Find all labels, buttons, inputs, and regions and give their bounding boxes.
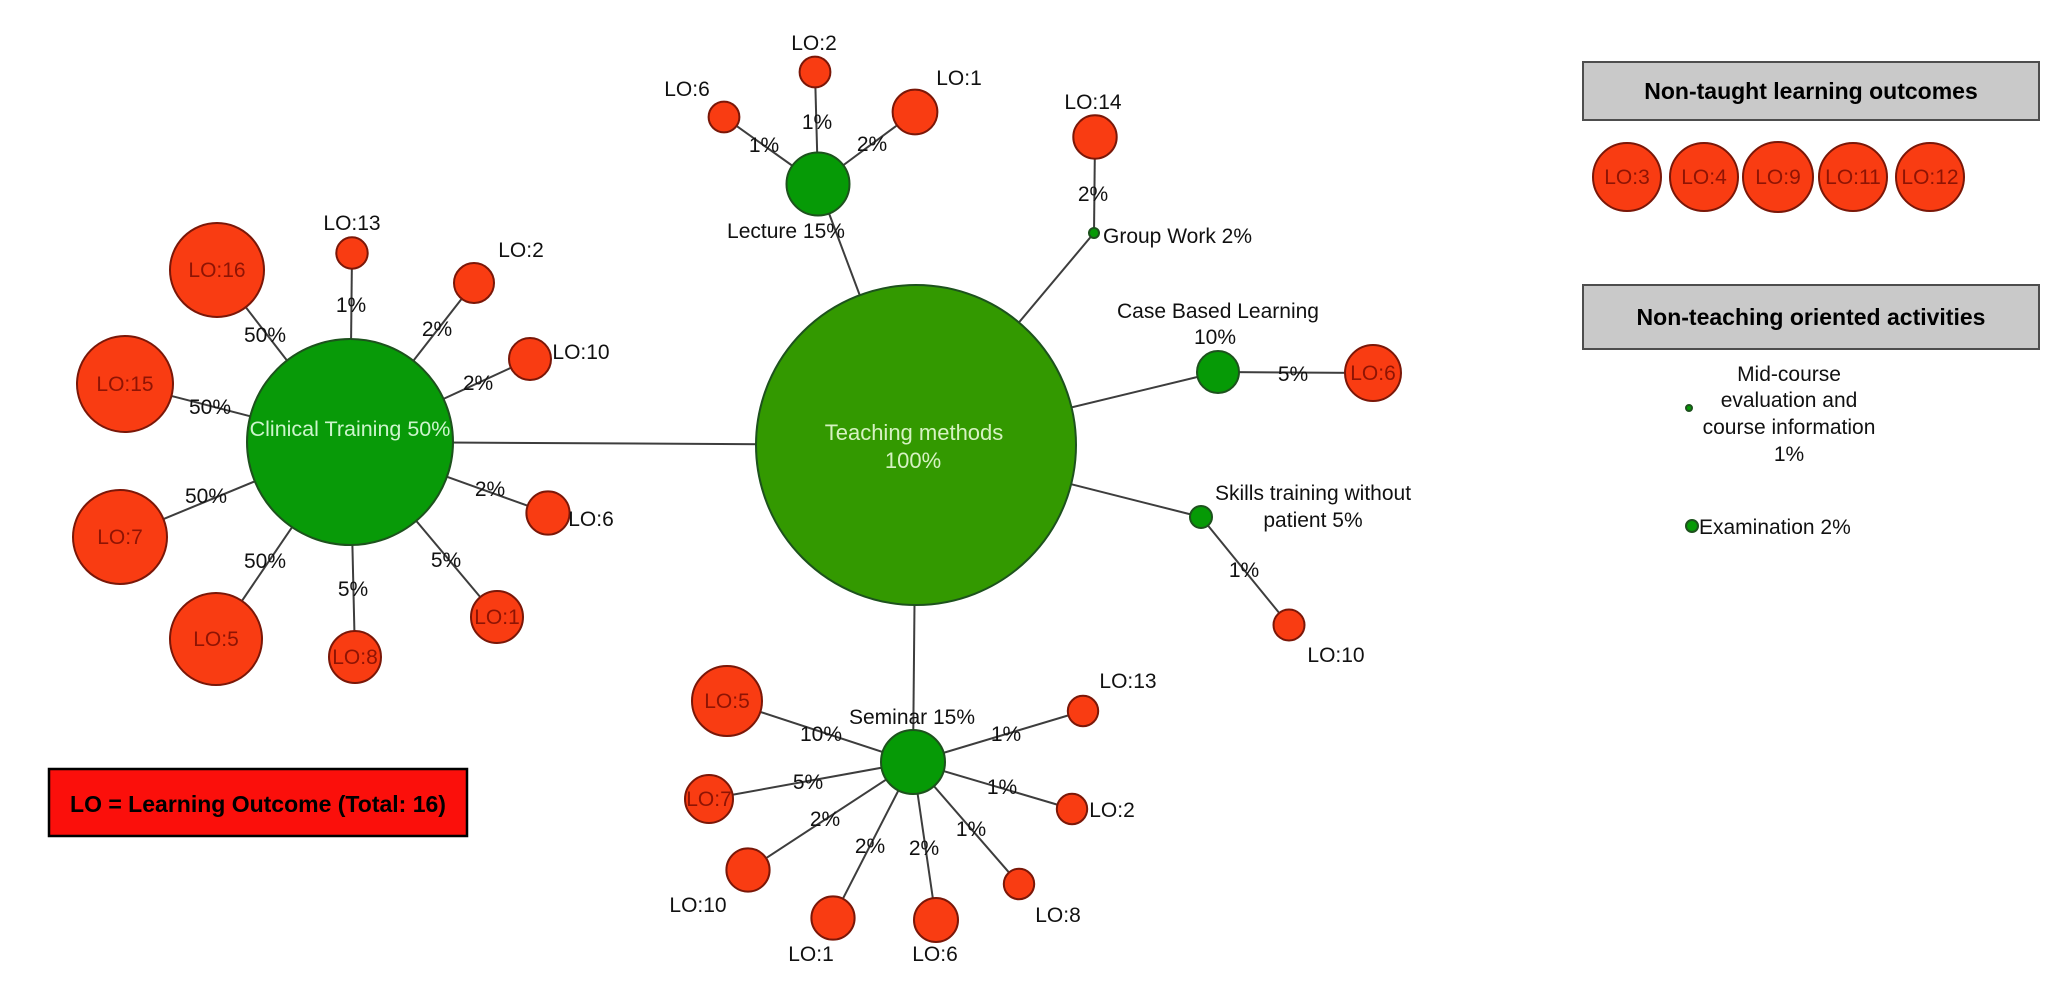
- svg-text:Seminar 15%: Seminar 15%: [849, 706, 975, 729]
- svg-text:10%: 10%: [1194, 326, 1236, 349]
- svg-text:LO:12: LO:12: [1901, 166, 1958, 189]
- svg-text:5%: 5%: [431, 549, 461, 572]
- svg-text:1%: 1%: [336, 294, 366, 317]
- svg-text:LO:5: LO:5: [704, 690, 750, 713]
- svg-text:Skills training without: Skills training without: [1215, 482, 1411, 505]
- svg-text:2%: 2%: [1078, 183, 1108, 206]
- svg-text:LO:16: LO:16: [188, 259, 245, 282]
- svg-text:LO:2: LO:2: [498, 239, 544, 262]
- svg-text:course information: course information: [1703, 416, 1876, 439]
- svg-text:Mid-course: Mid-course: [1737, 363, 1841, 386]
- svg-text:2%: 2%: [810, 808, 840, 831]
- svg-text:1%: 1%: [987, 776, 1017, 799]
- svg-text:LO:2: LO:2: [791, 32, 837, 55]
- svg-text:LO:1: LO:1: [474, 606, 520, 629]
- svg-text:LO:8: LO:8: [1035, 904, 1081, 927]
- svg-text:2%: 2%: [855, 835, 885, 858]
- svg-text:LO:9: LO:9: [1755, 166, 1801, 189]
- svg-text:LO:15: LO:15: [96, 373, 153, 396]
- svg-text:5%: 5%: [338, 578, 368, 601]
- svg-text:Lecture 15%: Lecture 15%: [727, 220, 845, 243]
- svg-text:50%: 50%: [185, 485, 227, 508]
- svg-text:Group Work 2%: Group Work 2%: [1103, 225, 1252, 248]
- svg-text:1%: 1%: [802, 111, 832, 134]
- svg-text:LO = Learning Outcome (Total:: LO = Learning Outcome (Total: 16): [70, 791, 446, 817]
- svg-text:Examination 2%: Examination 2%: [1699, 516, 1851, 539]
- svg-text:LO:8: LO:8: [332, 646, 378, 669]
- svg-text:100%: 100%: [885, 448, 941, 473]
- svg-text:50%: 50%: [244, 550, 286, 573]
- svg-text:2%: 2%: [422, 318, 452, 341]
- svg-text:Non-taught learning outcomes: Non-taught learning outcomes: [1644, 78, 1978, 104]
- svg-text:1%: 1%: [1229, 559, 1259, 582]
- svg-text:Clinical Training 50%: Clinical Training 50%: [250, 417, 451, 441]
- svg-text:LO:1: LO:1: [936, 67, 982, 90]
- svg-text:1%: 1%: [956, 818, 986, 841]
- svg-text:patient 5%: patient 5%: [1263, 509, 1362, 532]
- svg-text:2%: 2%: [463, 372, 493, 395]
- svg-text:1%: 1%: [749, 134, 779, 157]
- svg-text:2%: 2%: [857, 133, 887, 156]
- svg-text:LO:10: LO:10: [1307, 644, 1364, 667]
- svg-text:LO:6: LO:6: [1350, 362, 1396, 385]
- svg-text:LO:5: LO:5: [193, 628, 239, 651]
- svg-text:Non-teaching oriented activiti: Non-teaching oriented activities: [1637, 304, 1986, 330]
- svg-text:5%: 5%: [1278, 363, 1308, 386]
- svg-text:LO:11: LO:11: [1825, 166, 1881, 189]
- svg-text:LO:7: LO:7: [686, 788, 732, 811]
- svg-text:LO:4: LO:4: [1681, 166, 1727, 189]
- svg-text:evaluation and: evaluation and: [1721, 389, 1858, 412]
- svg-text:LO:6: LO:6: [912, 943, 958, 966]
- svg-text:1%: 1%: [991, 723, 1021, 746]
- svg-text:LO:14: LO:14: [1064, 91, 1122, 114]
- svg-text:50%: 50%: [189, 396, 231, 419]
- svg-text:50%: 50%: [244, 324, 286, 347]
- svg-text:LO:10: LO:10: [669, 894, 726, 917]
- svg-text:LO:13: LO:13: [323, 212, 380, 235]
- svg-text:5%: 5%: [793, 771, 823, 794]
- svg-text:2%: 2%: [475, 478, 505, 501]
- svg-text:Case Based Learning: Case Based Learning: [1117, 300, 1319, 323]
- svg-text:LO:6: LO:6: [664, 78, 710, 101]
- svg-text:2%: 2%: [909, 837, 939, 860]
- svg-text:1%: 1%: [1774, 443, 1804, 466]
- svg-text:LO:13: LO:13: [1099, 670, 1156, 693]
- svg-text:Teaching methods: Teaching methods: [825, 420, 1004, 445]
- svg-text:LO:10: LO:10: [552, 341, 609, 364]
- svg-text:LO:6: LO:6: [568, 508, 614, 531]
- svg-text:LO:7: LO:7: [97, 526, 143, 549]
- svg-text:LO:2: LO:2: [1089, 799, 1135, 822]
- svg-text:LO:3: LO:3: [1604, 166, 1650, 189]
- svg-text:10%: 10%: [800, 723, 842, 746]
- svg-text:LO:1: LO:1: [788, 943, 834, 966]
